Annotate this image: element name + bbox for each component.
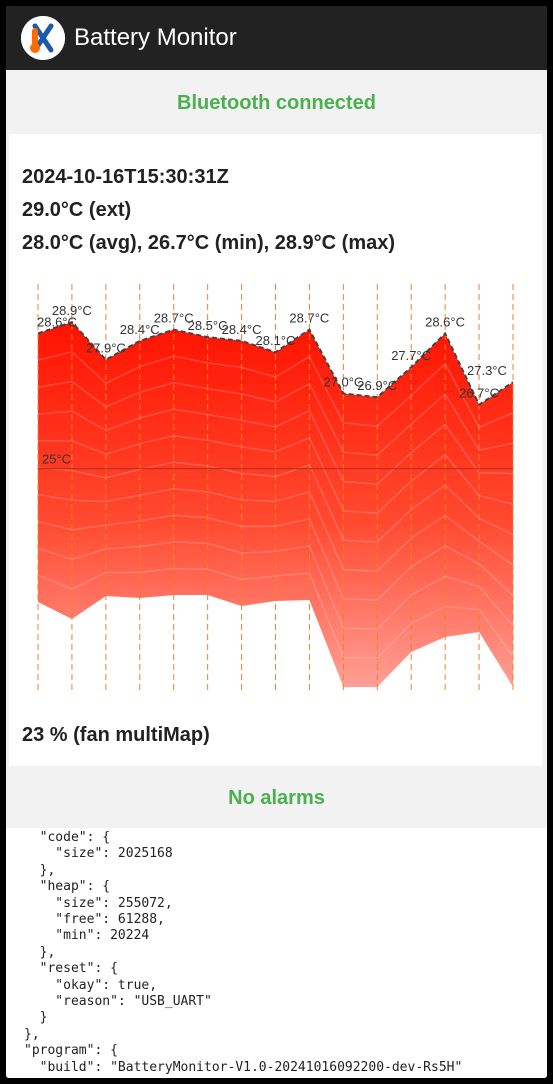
point-label: 27.0°C: [323, 375, 363, 390]
point-label: 26.9°C: [357, 378, 397, 393]
area-band: [37, 350, 514, 429]
point-label: 28.7°C: [289, 311, 329, 326]
point-label: 27.7°C: [391, 348, 431, 363]
json-log: "code": { "size": 2025168 }, "heap": { "…: [6, 828, 547, 1078]
fan-speed: 23 % (fan multiMap): [22, 724, 210, 746]
point-label: 28.6°C: [425, 314, 465, 329]
point-label: 27.9°C: [86, 341, 126, 356]
external-temperature: 29.0°C (ext): [22, 199, 132, 221]
area-band: [37, 408, 514, 485]
point-label: 27.3°C: [467, 363, 507, 378]
timestamp: 2024-10-16T15:30:31Z: [22, 166, 229, 188]
point-label: 28.4°C: [120, 322, 160, 337]
thermometer-fan-logo-icon: [21, 16, 65, 60]
area-band: [37, 514, 514, 601]
area-band: [37, 567, 514, 659]
alarm-status: No alarms: [228, 787, 325, 809]
area-band: [37, 461, 514, 543]
readings-card: 2024-10-16T15:30:31Z 29.0°C (ext) 28.0°C…: [9, 134, 542, 766]
temperature-summary: 28.0°C (avg), 26.7°C (min), 28.9°C (max): [22, 232, 396, 254]
app-title: Battery Monitor: [74, 24, 237, 51]
area-band: [37, 435, 514, 514]
point-label: 28.1°C: [256, 333, 296, 348]
temperature-outline: [37, 320, 514, 407]
point-label: 28.9°C: [52, 303, 92, 318]
point-label: 28.4°C: [222, 322, 262, 337]
threshold-label: 25°C: [42, 452, 71, 467]
bluetooth-status: Bluetooth connected: [177, 92, 376, 114]
app-bar: Battery Monitor: [6, 6, 547, 70]
point-label: 26.7°C: [459, 386, 499, 401]
area-band: [37, 380, 514, 456]
area-band: [37, 541, 514, 630]
point-label: 28.7°C: [154, 311, 194, 326]
area-band: [37, 488, 514, 572]
point-label: 28.5°C: [188, 318, 228, 333]
screen: Battery Monitor Bluetooth connected 2024…: [6, 6, 547, 1078]
temperature-chart: 25°C 28.6°C28.9°C27.9°C28.4°C28.7°C28.5°…: [37, 284, 514, 694]
point-label: 28.6°C: [37, 314, 77, 329]
